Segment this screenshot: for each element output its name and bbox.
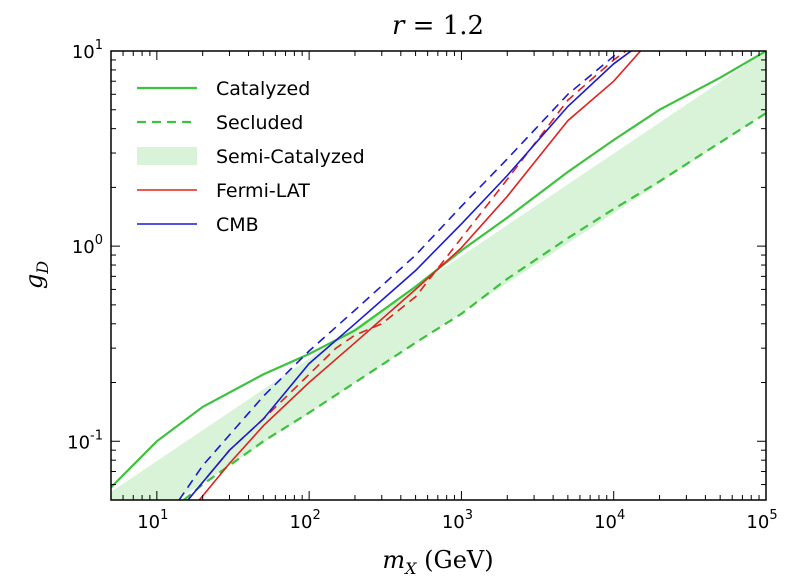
y-tick-label: 100: [72, 233, 103, 258]
series-secluded-line: [183, 112, 766, 500]
legend-label-semi-catalyzed: Semi-Catalyzed: [216, 146, 365, 168]
chart-title: r = 1.2: [392, 11, 484, 41]
series-cmb-secluded-line: [178, 51, 621, 500]
x-tick-label: 105: [746, 508, 777, 533]
x-tick-label: 102: [290, 508, 321, 533]
legend-swatch-semi-catalyzed: [137, 147, 197, 165]
legend: Catalyzed Secluded Semi-Catalyzed Fermi-LAT…: [137, 78, 365, 236]
x-axis-label: mX (GeV): [382, 546, 493, 578]
legend-label-fermi-lat: Fermi-LAT: [216, 180, 310, 202]
x-tick-label: 103: [442, 508, 473, 533]
y-axis-label: gD: [20, 261, 52, 289]
series-cmb-line: [187, 51, 632, 500]
x-tick-label: 101: [137, 508, 168, 533]
y-tick-label: 10-1: [67, 428, 103, 453]
legend-label-cmb: CMB: [216, 214, 259, 236]
series-fermi-lat-line: [198, 51, 642, 500]
plot-data-group: [111, 51, 766, 500]
x-tick-label: 104: [594, 508, 625, 533]
plot-area: 101 102 103 104 105 10-1 100 101 Catalyzed Seclud…: [67, 38, 777, 533]
y-tick-label: 101: [72, 38, 103, 63]
plot-frame: [110, 50, 767, 501]
legend-label-secluded: Secluded: [216, 112, 303, 134]
semi-catalyzed-band: [111, 51, 766, 500]
legend-label-catalyzed: Catalyzed: [216, 78, 310, 100]
